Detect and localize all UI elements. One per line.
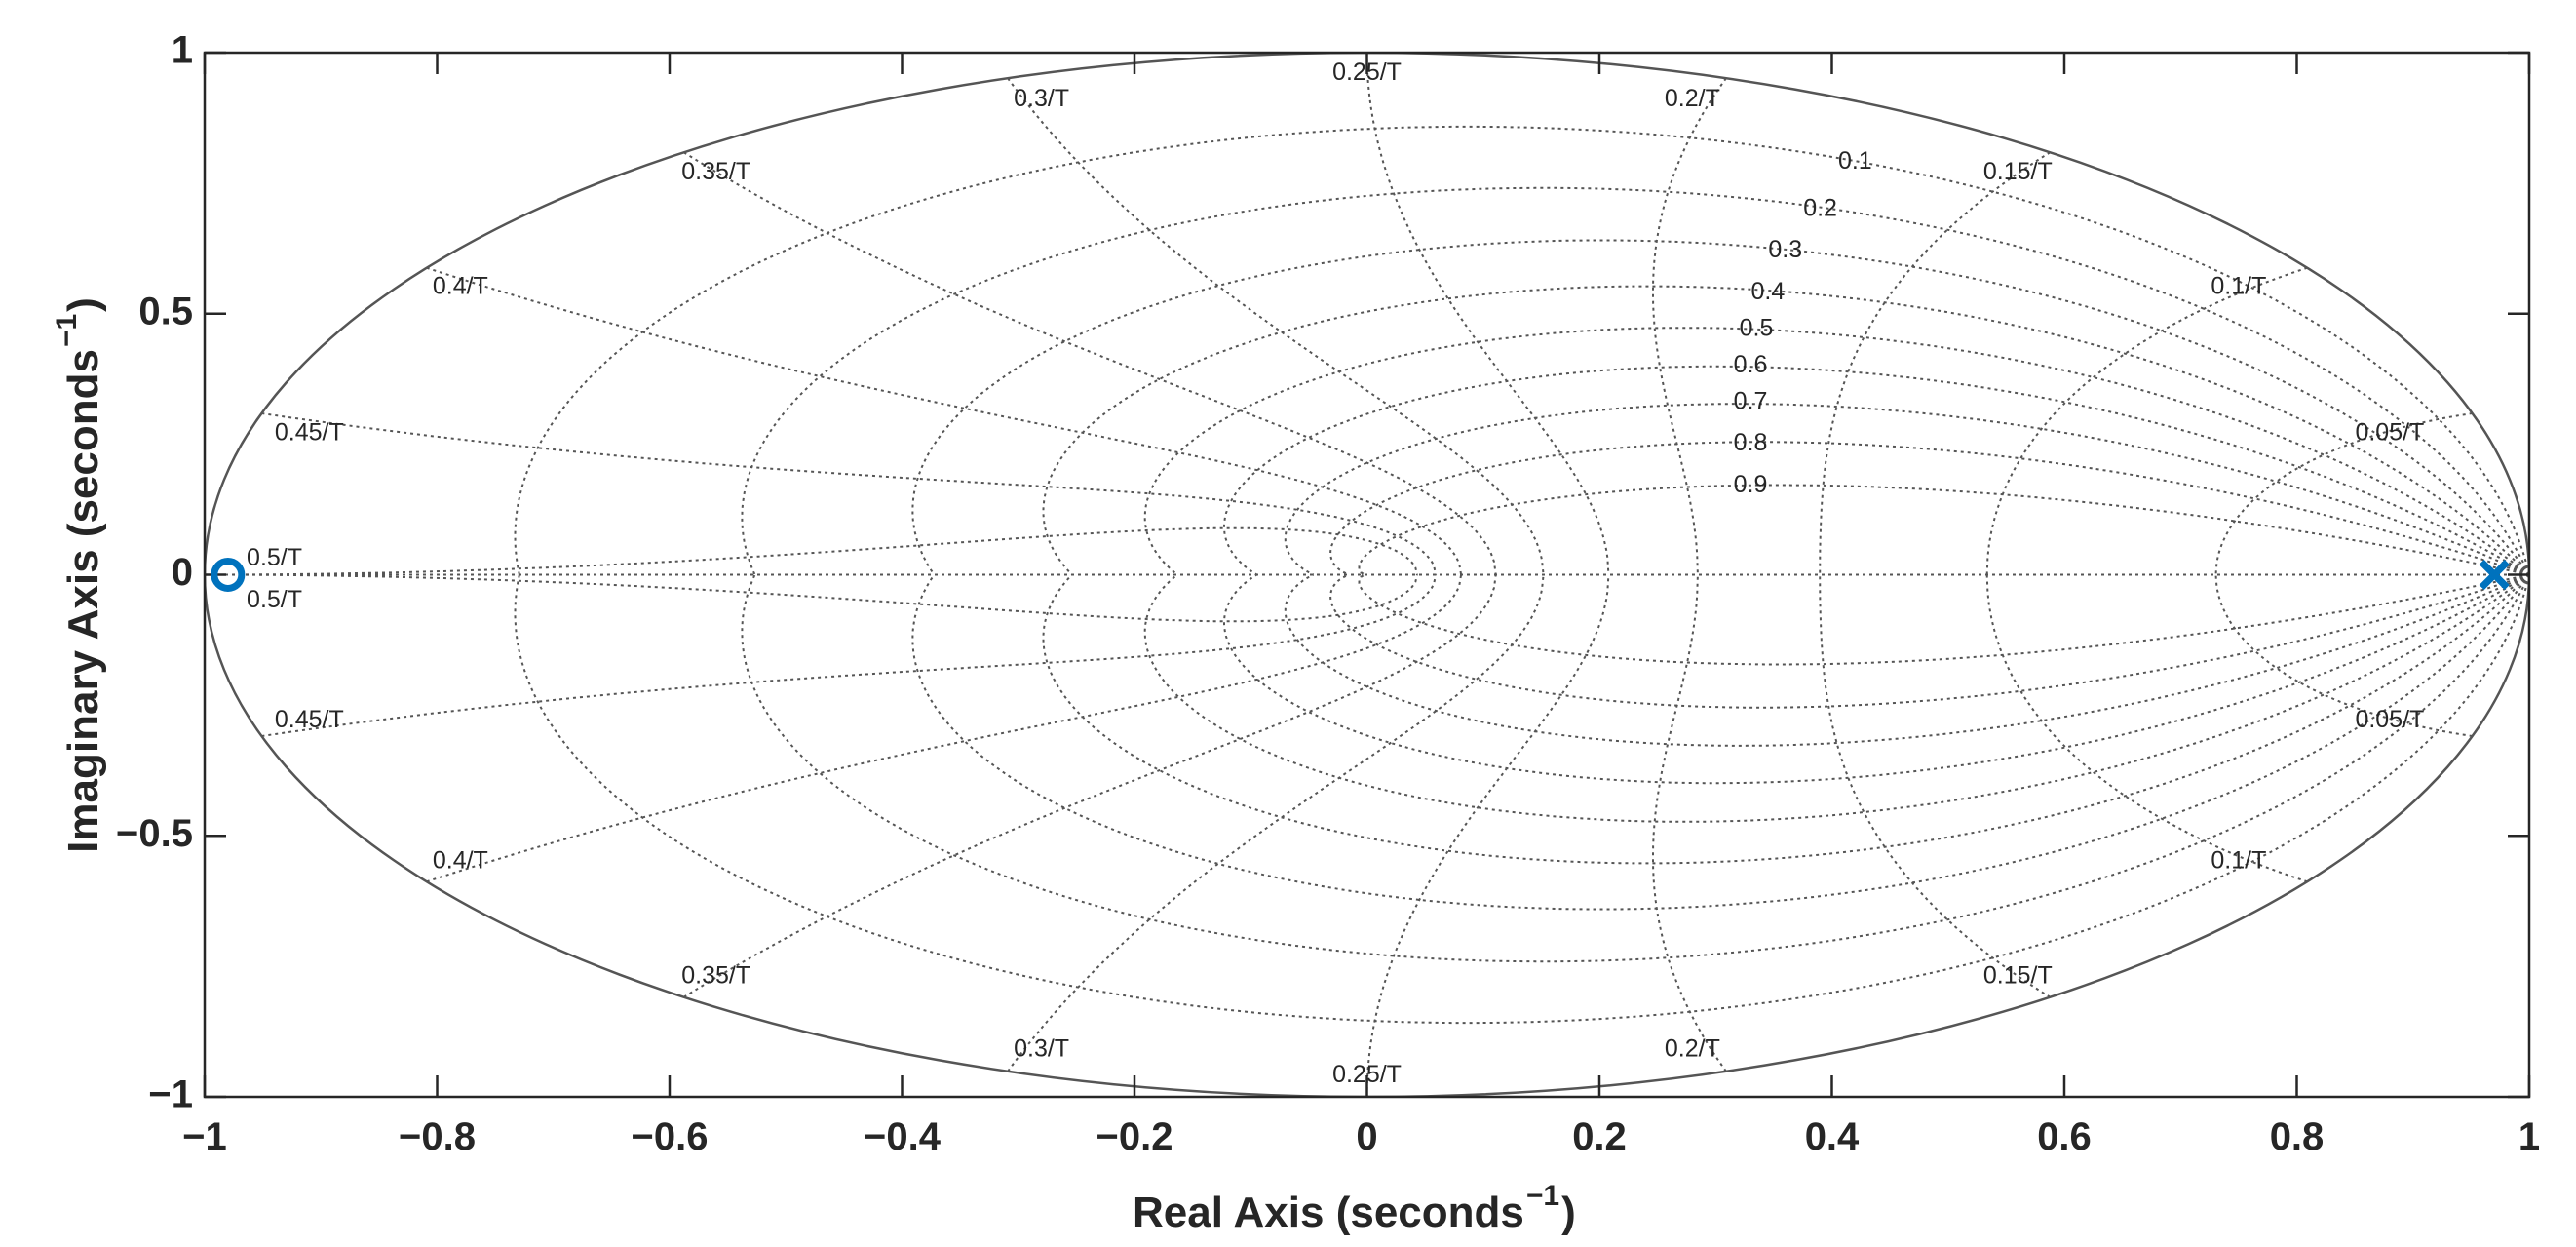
zeta-label-2: 0.3	[1768, 236, 1802, 263]
wn-label-11: 0.45/T	[275, 706, 344, 733]
x-tick-label-1: −0.8	[399, 1115, 476, 1158]
wn-label-7: 0.4/T	[433, 273, 488, 300]
axes: −1 −0.8 −0.6 −0.4 −0.2 0 0.2 0.4 0.6 0.8 1 −1 −0.5 0 0…	[116, 29, 2540, 1158]
x-tick-label-5: 0	[1356, 1115, 1377, 1158]
zeta-label-6: 0.7	[1734, 387, 1768, 414]
zeta-label-0: 0.1	[1838, 147, 1872, 175]
wn-curve-lower-9	[205, 573, 1418, 623]
x-axis-label: Real Axis (seconds−1)	[1133, 1180, 1576, 1236]
zeta-curve-upper-1	[741, 186, 2529, 575]
y-tick-label-0: −1	[148, 1073, 193, 1116]
wn-curve-upper-7	[426, 266, 1463, 575]
x-axis-label-text: Real Axis (seconds−1)	[1133, 1180, 1576, 1236]
zeta-curve-upper-7	[1329, 441, 2529, 576]
wn-label-13: 0.35/T	[681, 961, 750, 989]
wn-curve-lower-4	[1365, 574, 1610, 1097]
zgrid	[205, 53, 2529, 1097]
zeta-curve-upper-5	[1223, 365, 2529, 576]
wn-curve-upper-6	[683, 151, 1497, 575]
zeta-curve-upper-4	[1143, 327, 2529, 576]
pole-marker-stroke-b-1	[2479, 560, 2510, 590]
zeta-label-4: 0.5	[1740, 314, 1774, 341]
wn-label-6: 0.35/T	[681, 158, 750, 185]
wn-curve-upper-1	[1985, 266, 2308, 575]
wn-curve-upper-3	[1652, 77, 1727, 575]
wn-label-0: 0.05/T	[2355, 419, 2424, 447]
x-tick-label-6: 0.2	[1572, 1115, 1627, 1158]
y-tick-label-1: −0.5	[116, 812, 193, 855]
x-tick-label-0: −1	[182, 1115, 227, 1158]
wn-label-12: 0.4/T	[433, 847, 488, 875]
zeta-curve-lower-8	[1358, 573, 2529, 666]
zgrid-labels: 0.10.20.3 0.4 0.5 0.6 0.7 0.8 0.9 0.05/T 0.1/T 0.…	[247, 58, 2424, 1088]
y-tick-label-2: 0	[172, 551, 193, 594]
zeta-label-5: 0.6	[1734, 351, 1768, 378]
zeta-curve-lower-1	[741, 574, 2529, 963]
zeta-label-1: 0.2	[1803, 194, 1837, 221]
wn-label-10: 0.5/T	[247, 586, 302, 613]
x-tick-label-2: −0.6	[632, 1115, 709, 1158]
wn-label-9: 0.5/T	[247, 544, 302, 571]
y-tick-label-4: 1	[172, 29, 193, 72]
x-tick-label-8: 0.6	[2037, 1115, 2092, 1158]
zeta-label-7: 0.8	[1734, 429, 1768, 456]
y-axis-label: Imaginary Axis (seconds−1)	[51, 297, 107, 853]
wn-label-5: 0.3/T	[1014, 85, 1069, 112]
wn-label-3: 0.2/T	[1665, 85, 1720, 112]
zeta-curve-upper-2	[911, 239, 2529, 576]
wn-curve-upper-5	[1007, 77, 1545, 575]
wn-label-17: 0.15/T	[1983, 961, 2053, 989]
wn-label-19: 0.05/T	[2355, 706, 2424, 733]
wn-curve-lower-1	[1985, 574, 2308, 883]
zeta-curve-lower-2	[911, 573, 2529, 911]
wn-label-16: 0.2/T	[1665, 1034, 1720, 1062]
x-tick-label-3: −0.4	[864, 1115, 942, 1158]
pole-zero-markers	[211, 558, 2510, 592]
wn-curve-lower-3	[1652, 574, 1727, 1072]
y-tick-label-3: 0.5	[138, 290, 193, 332]
zeta-curve-lower-5	[1223, 573, 2529, 785]
x-tick-label-4: −0.2	[1096, 1115, 1173, 1158]
wn-curve-lower-6	[683, 574, 1497, 998]
x-tick-label-7: 0.4	[1805, 1115, 1860, 1158]
wn-curve-lower-5	[1007, 574, 1545, 1072]
wn-curve-lower-2	[1819, 574, 2051, 998]
zeta-curve-lower-0	[514, 574, 2529, 1025]
pole-marker-1	[2479, 560, 2510, 590]
zeta-curve-lower-7	[1329, 573, 2529, 709]
wn-curve-lower-8	[261, 574, 1438, 737]
y-axis-label-text: Imaginary Axis (seconds−1)	[51, 297, 107, 853]
wn-curve-lower-7	[426, 574, 1463, 883]
wn-curve-upper-0	[2214, 412, 2473, 575]
wn-label-2: 0.15/T	[1983, 158, 2053, 185]
x-tick-label-10: 1	[2518, 1115, 2540, 1158]
zeta-label-3: 0.4	[1751, 278, 1786, 305]
zero-marker-0	[211, 558, 246, 592]
wn-label-18: 0.1/T	[2211, 847, 2266, 875]
wn-curve-lower-0	[2214, 574, 2473, 737]
wn-label-8: 0.45/T	[275, 419, 344, 447]
zeta-curve-upper-0	[514, 125, 2529, 575]
wn-curve-upper-9	[205, 526, 1418, 576]
wn-curve-upper-4	[1365, 53, 1610, 575]
x-tick-label-9: 0.8	[2270, 1115, 2325, 1158]
zeta-curve-lower-4	[1143, 573, 2529, 823]
zeta-curve-upper-8	[1358, 484, 2529, 576]
zeta-label-8: 0.9	[1734, 471, 1768, 498]
wn-label-14: 0.3/T	[1014, 1034, 1069, 1062]
wn-curve-upper-8	[261, 412, 1438, 575]
wn-curve-upper-2	[1819, 151, 2051, 575]
wn-label-1: 0.1/T	[2211, 273, 2266, 300]
